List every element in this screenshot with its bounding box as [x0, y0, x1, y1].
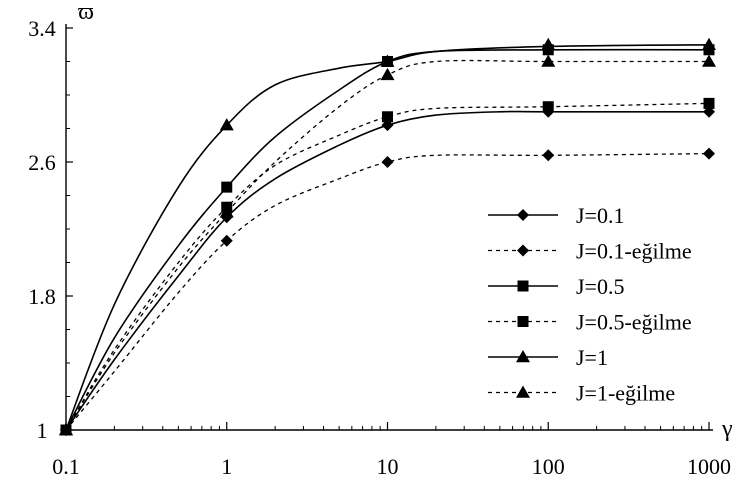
- legend-marker-2: [517, 280, 529, 292]
- legend-marker-1: [517, 244, 529, 257]
- series-3-point: [542, 101, 554, 113]
- x-tick-label: 100: [532, 454, 565, 479]
- series-5-line: [65, 59, 709, 431]
- series-5-point: [702, 54, 716, 67]
- series-1-point: [703, 147, 715, 160]
- legend-label-5: J=1-eğilme: [576, 381, 675, 406]
- series-1-point: [542, 149, 555, 162]
- series-1-point: [381, 156, 394, 168]
- y-tick-label: 1: [37, 418, 48, 443]
- series-markers-layer: [59, 37, 716, 436]
- x-tick-label: 0.1: [52, 454, 80, 479]
- legend-label-1: J=0.1-eğilme: [576, 239, 692, 264]
- series-4-point: [380, 54, 395, 67]
- legend-label-2: J=0.5: [576, 274, 624, 299]
- y-axis-title: ϖ: [78, 0, 94, 25]
- y-tick-label: 2.6: [28, 150, 56, 175]
- x-tick-label: 1000: [687, 454, 731, 479]
- x-tick-label: 10: [377, 454, 399, 479]
- legend-label-0: J=0.1: [576, 203, 624, 228]
- legend: J=0.1 J=0.1-eğilme J=0.5 J=0.5-eğilme J=1 J=1…: [488, 203, 692, 406]
- x-axis-title: γ: [721, 416, 733, 442]
- legend-marker-0: [517, 209, 529, 221]
- series-4-point: [541, 37, 556, 50]
- y-tick-label: 3.4: [28, 16, 56, 41]
- series-1-point: [220, 234, 233, 247]
- series-lines-layer: [65, 44, 710, 431]
- legend-label-4: J=1: [576, 345, 608, 370]
- series-5-point: [380, 67, 395, 81]
- series-5-point: [219, 205, 234, 218]
- series-4-point: [702, 37, 716, 50]
- y-tick-label: 1.8: [28, 284, 56, 309]
- x-tick-label: 1: [221, 454, 232, 479]
- legend-label-3: J=0.5-eğilme: [576, 310, 692, 335]
- series-2-point: [221, 181, 233, 193]
- series-3-line: [65, 102, 710, 431]
- legend-marker-3: [517, 316, 529, 327]
- series-4-line: [65, 44, 710, 431]
- series-2-line: [65, 48, 710, 431]
- series-5-point: [59, 423, 73, 436]
- series-3-point: [703, 97, 715, 109]
- legend-marker-5: [516, 385, 530, 398]
- series-4-point: [219, 118, 234, 131]
- series-3-point: [382, 111, 393, 123]
- series-1-line: [65, 152, 710, 431]
- tick-layer: 11.82.63.40.1 1 10 100 1000: [28, 16, 731, 479]
- series-0-line: [65, 110, 709, 431]
- legend-marker-4: [516, 350, 530, 363]
- series-5-point: [541, 54, 556, 67]
